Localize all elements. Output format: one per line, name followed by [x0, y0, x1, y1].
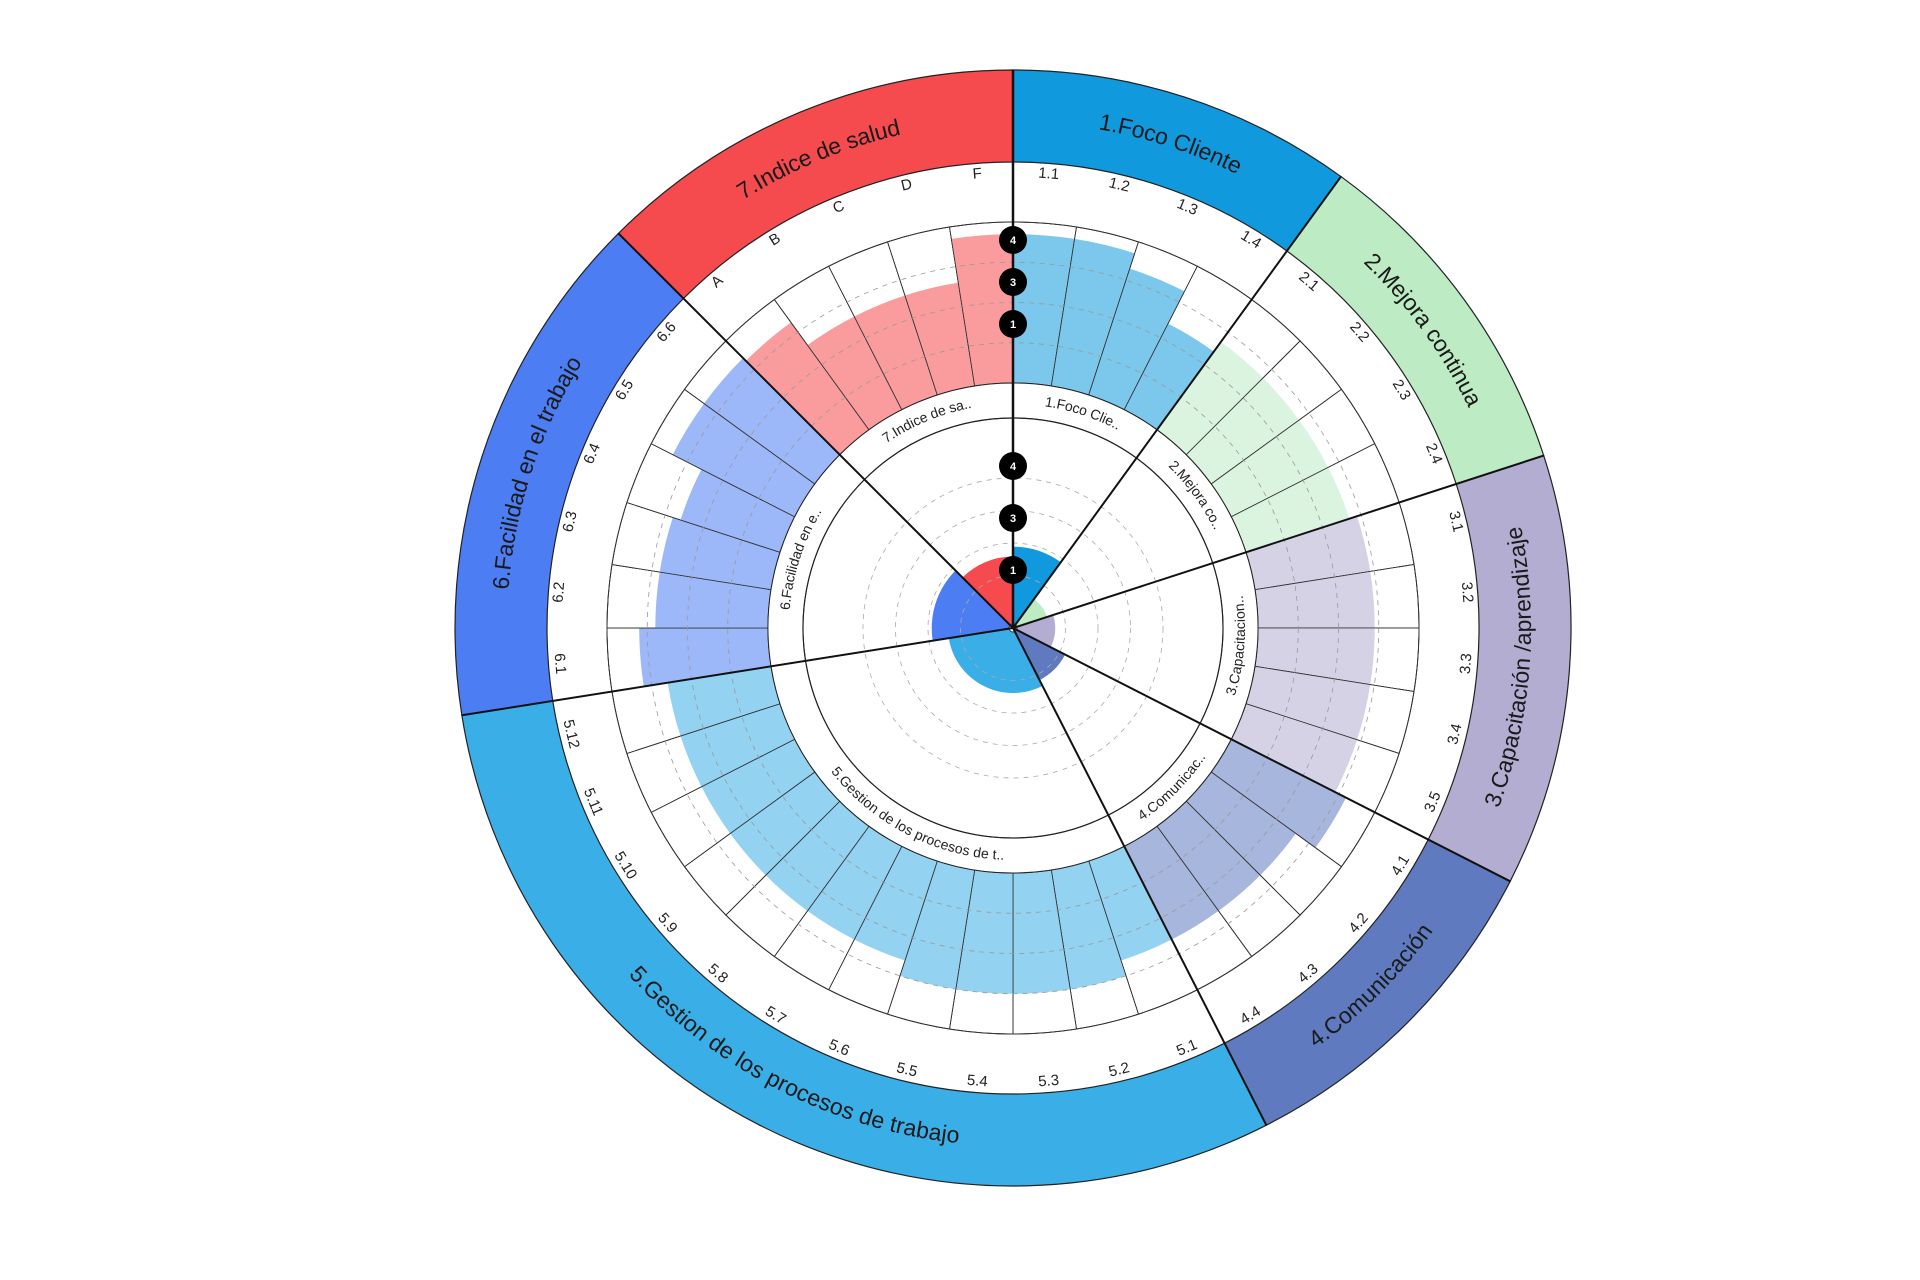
item-label: 3.5	[1421, 789, 1445, 815]
scale-marker	[999, 452, 1027, 480]
item-bar	[1124, 826, 1219, 940]
cat-4-summary-wedge	[1013, 628, 1066, 681]
item-bar	[1246, 666, 1371, 740]
category-divider	[1012, 627, 1268, 1126]
category-divider	[1012, 454, 1544, 629]
item-bar	[1124, 323, 1214, 430]
item-bar	[904, 282, 975, 395]
item-bar	[951, 234, 1013, 387]
item-bar	[1211, 739, 1347, 848]
scale-marker-label: 4	[1010, 235, 1017, 247]
item-label: 5.4	[966, 1072, 988, 1091]
item-label: 3.2	[1458, 581, 1477, 603]
item-bar	[854, 846, 938, 961]
scale-marker	[999, 556, 1027, 584]
item-bar	[1051, 861, 1127, 990]
cat-5-summary-wedge	[948, 628, 1043, 693]
item-label: 2.4	[1422, 441, 1446, 467]
item-label: 6.2	[550, 581, 569, 603]
scale-markers-layer: 4 4 3 3 1 1	[999, 226, 1027, 584]
item-bar	[667, 666, 780, 737]
item-bar	[807, 826, 902, 940]
item-bar	[765, 801, 869, 911]
item-label: 1.3	[1174, 195, 1200, 219]
item-label: 5.2	[1107, 1059, 1131, 1080]
item-label: 1.1	[1038, 165, 1060, 184]
item-bar	[854, 295, 938, 410]
item-bar	[1186, 772, 1296, 876]
item-label: 3.4	[1444, 722, 1465, 746]
item-bar	[1254, 628, 1375, 685]
scale-marker-label: 1	[1010, 565, 1016, 577]
item-bar	[1051, 238, 1135, 395]
item-bar	[1246, 516, 1371, 590]
item-label: 5.1	[1174, 1036, 1200, 1060]
item-bar	[639, 628, 772, 687]
item-bar	[655, 572, 772, 628]
item-bar	[1231, 467, 1350, 553]
item-bar	[1088, 268, 1185, 410]
inner-summary-layer	[802, 417, 1224, 839]
item-label: 5.6	[826, 1036, 852, 1060]
item-label: 5.5	[895, 1059, 919, 1080]
scale-marker-label: 3	[1010, 513, 1016, 525]
item-bar	[899, 861, 975, 990]
item-label: 6.1	[551, 653, 570, 675]
item-label: 6.3	[559, 510, 580, 534]
item-bar	[672, 403, 815, 517]
item-label: 5.12	[559, 718, 582, 750]
item-bar	[1088, 846, 1172, 961]
scale-marker-label: 4	[1010, 461, 1017, 473]
item-bar	[745, 322, 869, 455]
scale-marker	[999, 226, 1027, 254]
item-bar	[704, 357, 840, 484]
item-bar	[1157, 341, 1264, 455]
cat-2-summary-wedge	[1013, 599, 1048, 628]
item-bar	[730, 772, 840, 876]
item-bar	[1231, 703, 1358, 793]
category-divider	[461, 627, 1014, 717]
item-bar	[1013, 234, 1075, 387]
scale-marker-label: 1	[1010, 319, 1016, 331]
item-label: 3.1	[1445, 510, 1466, 534]
category-divider	[1012, 175, 1342, 629]
scale-marker	[999, 268, 1027, 296]
item-label: 6.4	[580, 441, 604, 467]
item-label: D	[899, 175, 914, 194]
cat-3-summary-wedge	[1013, 614, 1056, 648]
item-bar	[1211, 420, 1329, 517]
category-divider	[617, 232, 1014, 629]
divider-lines-layer	[461, 70, 1544, 1126]
item-bar	[659, 517, 780, 590]
inner-guide-circle	[927, 542, 1099, 714]
category-divider	[1012, 627, 1511, 883]
item-bar	[680, 703, 795, 787]
item-bar	[1157, 801, 1261, 911]
item-bar	[807, 316, 902, 430]
item-label: F	[972, 165, 982, 183]
cat-6-summary-wedge	[931, 570, 1013, 641]
item-label: 3.3	[1457, 653, 1476, 675]
item-bar	[1254, 571, 1375, 628]
scale-marker-label: 3	[1010, 277, 1016, 289]
inner-guide-circle	[960, 575, 1066, 681]
cat-5-outer-band	[461, 700, 1268, 1187]
item-label: 5.3	[1038, 1072, 1060, 1091]
scale-marker	[999, 504, 1027, 532]
scale-marker	[999, 310, 1027, 338]
item-bar	[1186, 377, 1300, 484]
item-bar	[680, 469, 795, 553]
item-label: 1.2	[1107, 174, 1131, 195]
inner-guide-circle	[862, 477, 1164, 779]
item-bar	[701, 739, 815, 834]
